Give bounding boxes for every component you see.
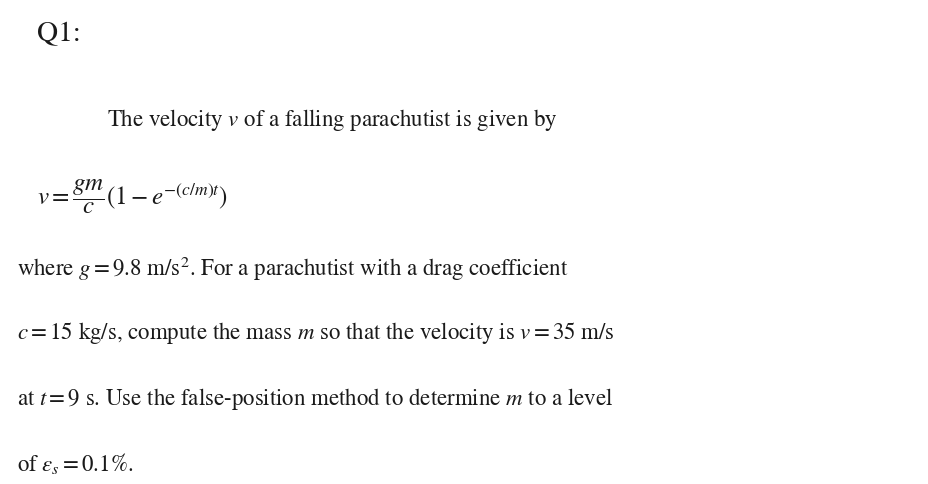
- Text: $c = 15$ kg/s, compute the mass $m$ so that the velocity is $v = 35$ m/s: $c = 15$ kg/s, compute the mass $m$ so t…: [17, 319, 613, 346]
- Text: at $t = 9$ s. Use the false-position method to determine $m$ to a level: at $t = 9$ s. Use the false-position met…: [17, 385, 612, 411]
- Text: where $g = 9.8$ m/s$^2$. For a parachutist with a drag coefficient: where $g = 9.8$ m/s$^2$. For a parachuti…: [17, 254, 568, 282]
- Text: Q1:: Q1:: [37, 22, 81, 47]
- Text: of $\varepsilon_s = 0.1\%$.: of $\varepsilon_s = 0.1\%$.: [17, 450, 133, 475]
- Text: $v = \dfrac{gm}{c}\left(1 - e^{-(c/m)t}\right)$: $v = \dfrac{gm}{c}\left(1 - e^{-(c/m)t}\…: [37, 177, 228, 215]
- Text: The velocity $v$ of a falling parachutist is given by: The velocity $v$ of a falling parachutis…: [107, 106, 557, 133]
